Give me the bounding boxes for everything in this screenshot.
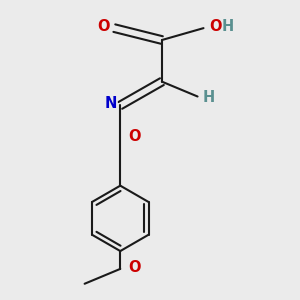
Text: O: O — [129, 129, 141, 144]
Text: H: H — [203, 91, 215, 106]
Text: O: O — [209, 19, 221, 34]
Text: N: N — [105, 96, 117, 111]
Text: O: O — [129, 260, 141, 275]
Text: O: O — [98, 19, 110, 34]
Text: H: H — [221, 19, 234, 34]
